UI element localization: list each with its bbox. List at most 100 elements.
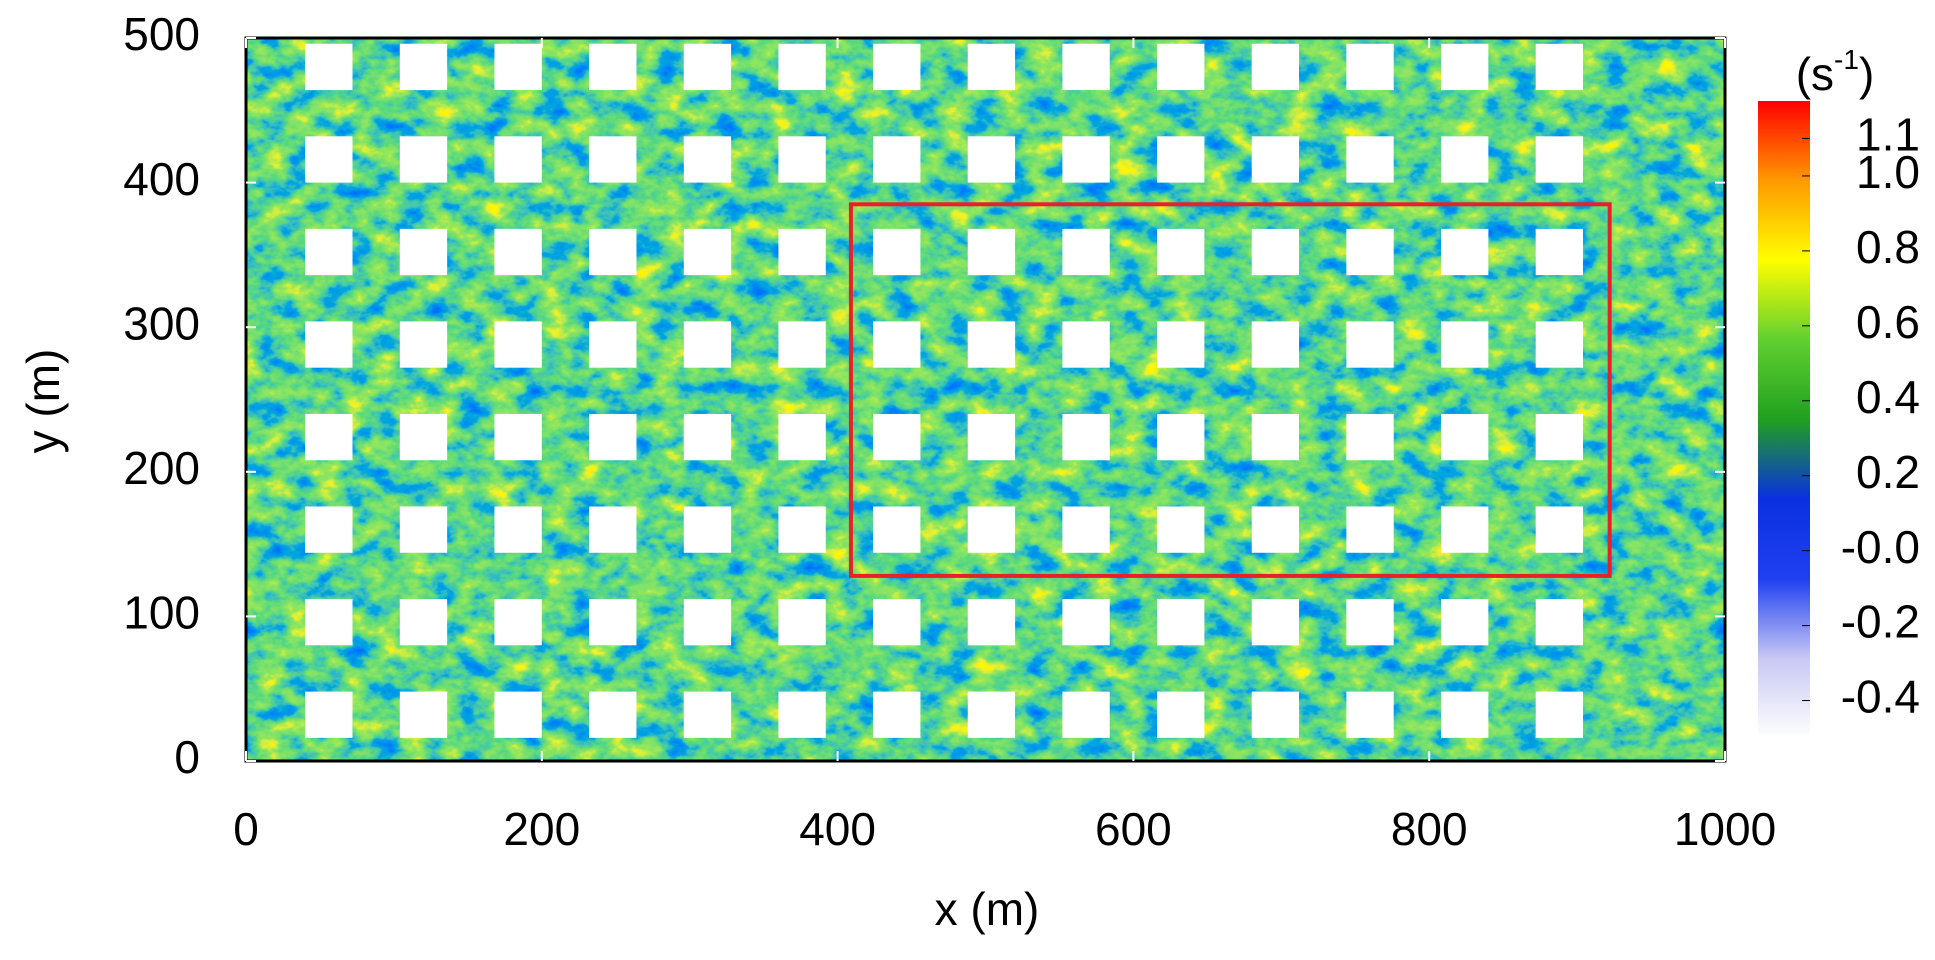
building: [967, 136, 1016, 183]
building: [1535, 413, 1584, 461]
building: [683, 506, 732, 553]
building: [778, 413, 826, 461]
building: [494, 228, 542, 276]
y-tick-label: 400: [123, 153, 200, 205]
building: [1441, 599, 1489, 646]
building: [1535, 228, 1584, 276]
building: [1062, 136, 1110, 183]
building: [494, 506, 542, 553]
building: [1157, 413, 1205, 461]
building: [589, 506, 637, 553]
building: [1157, 599, 1205, 646]
building: [1251, 136, 1300, 183]
x-tick-label: 0: [233, 803, 259, 855]
building: [494, 136, 542, 183]
building: [1346, 691, 1394, 738]
building: [399, 691, 448, 738]
colorbar-tick-label: 0.2: [1856, 446, 1920, 498]
building: [1157, 506, 1205, 553]
building: [1535, 599, 1584, 646]
building: [1062, 691, 1110, 738]
colorbar-tick-label: 0.6: [1856, 296, 1920, 348]
building: [1251, 228, 1300, 276]
building: [399, 136, 448, 183]
building: [967, 43, 1016, 91]
building: [1251, 413, 1300, 461]
building: [1346, 228, 1394, 276]
colorbar-tick-label: 0.4: [1856, 371, 1920, 423]
building: [589, 599, 637, 646]
building: [873, 321, 921, 368]
building: [1441, 691, 1489, 738]
building: [1441, 321, 1489, 368]
building: [683, 228, 732, 276]
building: [1535, 321, 1584, 368]
building: [967, 321, 1016, 368]
building: [589, 228, 637, 276]
building: [399, 228, 448, 276]
building: [1157, 691, 1205, 738]
building: [1157, 43, 1205, 91]
building: [873, 691, 921, 738]
colorbar-tick-label: -0.2: [1841, 596, 1920, 648]
building: [305, 506, 353, 553]
building: [1062, 599, 1110, 646]
colorbar-tick-label: -0.0: [1841, 521, 1920, 573]
building: [399, 43, 448, 91]
x-tick-label: 1000: [1674, 803, 1776, 855]
y-tick-label: 100: [123, 587, 200, 639]
building: [778, 506, 826, 553]
building: [1346, 599, 1394, 646]
x-tick-label: 800: [1391, 803, 1468, 855]
building: [683, 413, 732, 461]
building: [778, 321, 826, 368]
building: [873, 506, 921, 553]
y-tick-label: 200: [123, 442, 200, 494]
plot-layer: [305, 43, 1612, 738]
building: [305, 136, 353, 183]
colorbar-tick-label: -0.4: [1841, 671, 1920, 723]
building: [778, 43, 826, 91]
building: [589, 691, 637, 738]
building: [589, 321, 637, 368]
building: [1441, 506, 1489, 553]
building: [873, 136, 921, 183]
building: [1251, 43, 1300, 91]
building: [1441, 413, 1489, 461]
building: [399, 321, 448, 368]
plot-frame: [244, 36, 1727, 763]
building: [305, 413, 353, 461]
building: [1346, 413, 1394, 461]
colorbar-tick-label: 1.1: [1856, 109, 1920, 161]
building: [305, 228, 353, 276]
building: [873, 43, 921, 91]
colorbar: [1758, 101, 1810, 738]
building: [305, 43, 353, 91]
building: [589, 43, 637, 91]
building: [778, 691, 826, 738]
building: [1251, 321, 1300, 368]
building: [873, 599, 921, 646]
building: [1441, 136, 1489, 183]
building: [967, 413, 1016, 461]
x-tick-label: 600: [1095, 803, 1172, 855]
colorbar-label-end: ): [1859, 48, 1874, 100]
building: [1157, 321, 1205, 368]
building: [494, 321, 542, 368]
building: [494, 691, 542, 738]
colorbar-label: (s-1): [1796, 44, 1875, 100]
building: [305, 321, 353, 368]
building: [1062, 43, 1110, 91]
building: [1062, 506, 1110, 553]
building: [494, 43, 542, 91]
building: [967, 228, 1016, 276]
x-tick-label: 200: [503, 803, 580, 855]
colorbar-tick-label: 1.0: [1856, 146, 1920, 198]
building: [589, 136, 637, 183]
building: [399, 506, 448, 553]
building: [683, 43, 732, 91]
building: [967, 691, 1016, 738]
building: [1157, 228, 1205, 276]
building: [1441, 228, 1489, 276]
